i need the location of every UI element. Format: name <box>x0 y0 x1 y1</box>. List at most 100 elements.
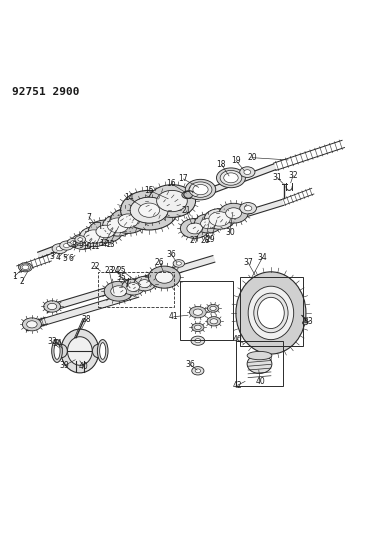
Ellipse shape <box>96 225 115 238</box>
Ellipse shape <box>19 263 32 272</box>
Polygon shape <box>24 290 139 330</box>
Ellipse shape <box>71 240 76 245</box>
Text: 23: 23 <box>104 266 114 275</box>
Text: 40: 40 <box>233 335 242 344</box>
Ellipse shape <box>47 303 57 310</box>
Text: 11: 11 <box>90 242 100 251</box>
Text: 12: 12 <box>99 239 109 248</box>
Text: 13: 13 <box>105 240 114 249</box>
Ellipse shape <box>56 246 63 251</box>
Text: 39: 39 <box>60 361 70 370</box>
Ellipse shape <box>110 208 146 233</box>
Ellipse shape <box>226 208 241 219</box>
Ellipse shape <box>210 319 218 324</box>
Ellipse shape <box>20 264 31 271</box>
Ellipse shape <box>248 286 294 340</box>
Ellipse shape <box>192 323 204 332</box>
Ellipse shape <box>75 236 86 243</box>
Ellipse shape <box>97 340 108 362</box>
Ellipse shape <box>52 340 62 362</box>
Ellipse shape <box>217 168 245 188</box>
Ellipse shape <box>189 306 206 318</box>
Text: 42: 42 <box>233 381 242 390</box>
Ellipse shape <box>148 266 180 288</box>
Ellipse shape <box>157 190 187 212</box>
Ellipse shape <box>78 238 83 241</box>
Ellipse shape <box>207 304 219 312</box>
Bar <box>180 280 233 340</box>
Ellipse shape <box>61 329 99 373</box>
Ellipse shape <box>104 281 133 301</box>
Text: 15: 15 <box>144 186 154 195</box>
Ellipse shape <box>107 218 129 233</box>
Ellipse shape <box>193 309 202 316</box>
Ellipse shape <box>111 286 127 297</box>
Ellipse shape <box>207 317 221 326</box>
Text: 7: 7 <box>87 213 91 222</box>
Polygon shape <box>183 200 283 236</box>
Text: 34: 34 <box>258 253 267 262</box>
Ellipse shape <box>247 354 272 374</box>
Ellipse shape <box>210 306 216 311</box>
Polygon shape <box>38 164 276 258</box>
Text: 9: 9 <box>78 241 83 251</box>
Text: 28: 28 <box>201 236 210 245</box>
Ellipse shape <box>79 227 108 247</box>
Text: 26: 26 <box>155 258 165 267</box>
Ellipse shape <box>84 230 104 244</box>
Text: 37: 37 <box>243 258 253 267</box>
Ellipse shape <box>193 184 208 195</box>
Ellipse shape <box>60 241 73 250</box>
Ellipse shape <box>189 182 212 197</box>
Ellipse shape <box>118 214 138 228</box>
Text: 25: 25 <box>117 266 126 275</box>
Text: 33: 33 <box>47 337 57 346</box>
Text: 92751 2900: 92751 2900 <box>12 87 79 97</box>
Ellipse shape <box>219 203 248 223</box>
Ellipse shape <box>56 344 67 358</box>
Text: 41: 41 <box>169 312 179 321</box>
Polygon shape <box>45 256 215 312</box>
Text: 19: 19 <box>231 156 241 165</box>
Ellipse shape <box>220 171 242 185</box>
Text: 24: 24 <box>111 266 120 275</box>
Text: 36: 36 <box>166 250 176 259</box>
Ellipse shape <box>52 244 67 254</box>
Text: 32: 32 <box>288 172 298 180</box>
Text: 6: 6 <box>69 254 74 263</box>
Ellipse shape <box>131 197 168 223</box>
Text: 38: 38 <box>81 316 91 324</box>
Ellipse shape <box>209 212 230 226</box>
Text: 29: 29 <box>206 235 215 244</box>
Ellipse shape <box>67 238 79 247</box>
Text: 8: 8 <box>71 241 76 251</box>
Ellipse shape <box>187 223 203 234</box>
Ellipse shape <box>63 244 70 248</box>
Text: 16: 16 <box>167 179 176 188</box>
Bar <box>236 342 283 386</box>
Ellipse shape <box>155 271 173 283</box>
Text: 40: 40 <box>79 362 89 371</box>
Ellipse shape <box>257 297 284 328</box>
Ellipse shape <box>195 369 201 373</box>
Text: 10: 10 <box>83 242 92 251</box>
Text: 3: 3 <box>50 252 55 261</box>
Ellipse shape <box>122 279 144 295</box>
Ellipse shape <box>244 206 252 211</box>
Ellipse shape <box>130 197 168 223</box>
Ellipse shape <box>191 336 205 345</box>
Ellipse shape <box>254 293 288 333</box>
Ellipse shape <box>182 191 193 199</box>
Ellipse shape <box>204 208 235 229</box>
Ellipse shape <box>68 337 92 365</box>
Ellipse shape <box>224 173 238 183</box>
Ellipse shape <box>54 343 60 359</box>
Ellipse shape <box>139 280 151 288</box>
Ellipse shape <box>148 184 196 217</box>
Ellipse shape <box>176 262 181 265</box>
Ellipse shape <box>23 318 41 331</box>
Text: 36: 36 <box>185 360 195 369</box>
Text: 18: 18 <box>217 160 226 169</box>
Text: 34: 34 <box>52 339 62 348</box>
Text: 21: 21 <box>182 206 191 215</box>
